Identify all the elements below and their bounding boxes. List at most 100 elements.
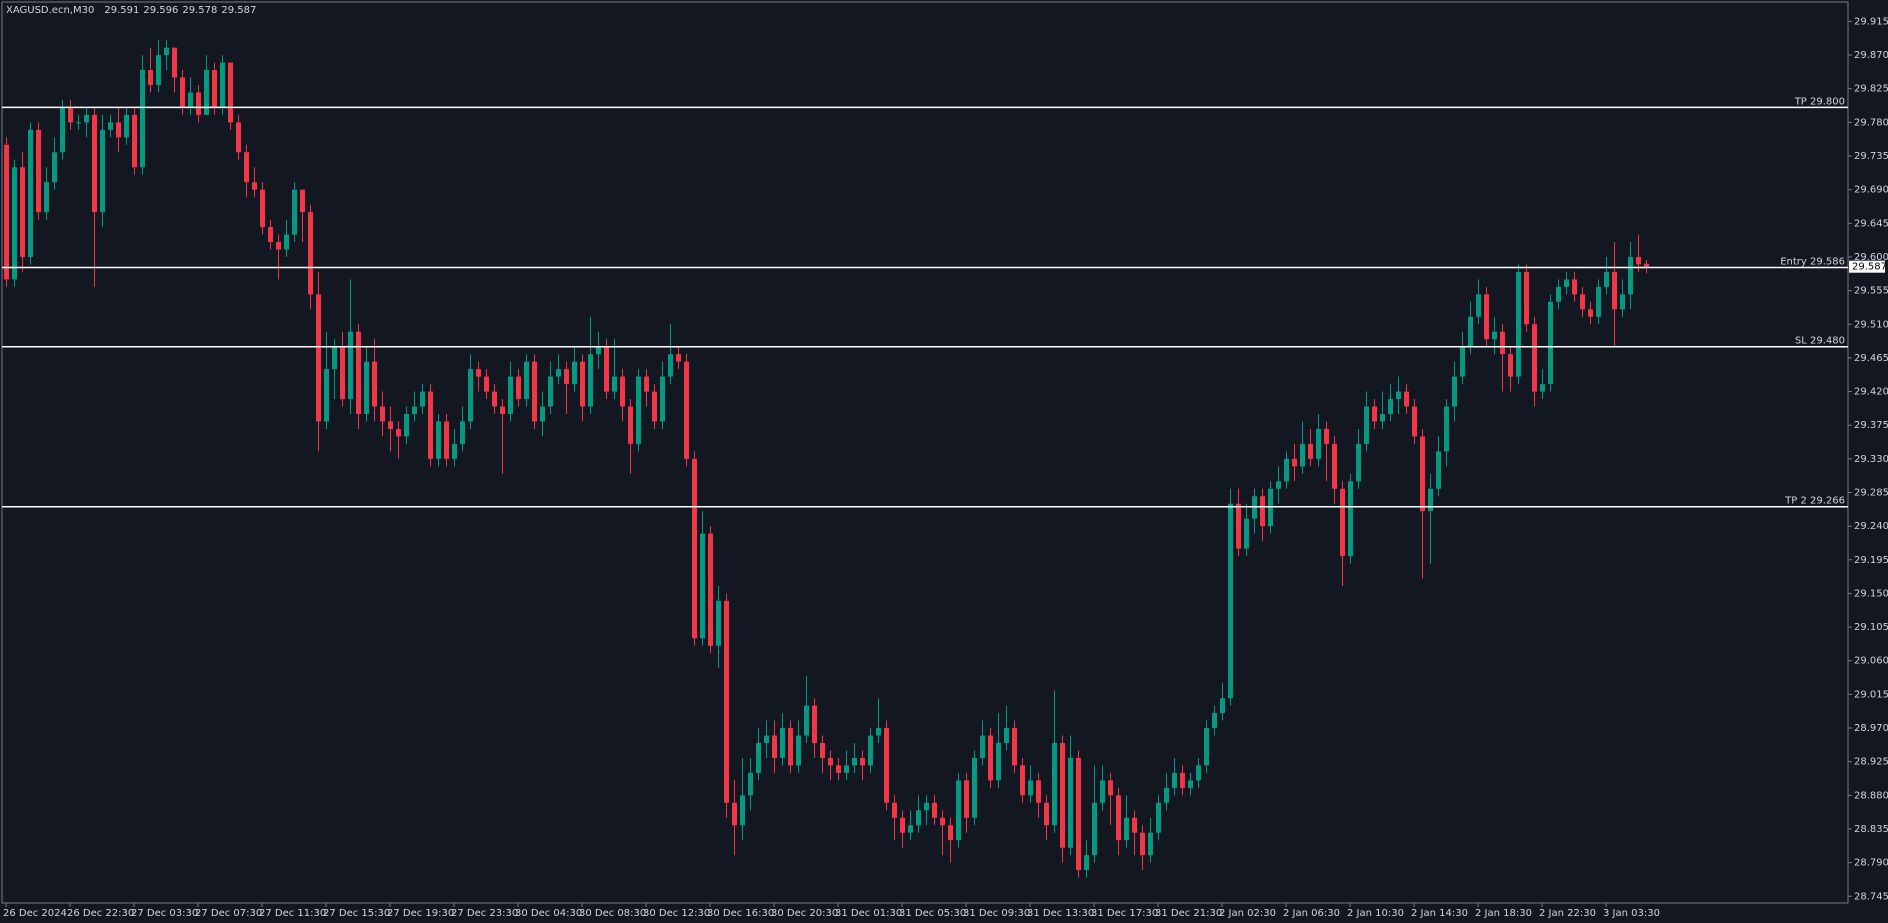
- candle-body: [372, 361, 377, 407]
- candle-body: [612, 376, 617, 392]
- price-tag-label: 29.587: [1852, 262, 1887, 273]
- candle-body: [1156, 802, 1161, 833]
- candle-body: [1228, 503, 1233, 699]
- candle-body: [348, 331, 353, 400]
- y-tick-label: 29.240: [1854, 521, 1888, 532]
- candle-body: [948, 825, 953, 841]
- candle-body: [1020, 765, 1025, 796]
- candle-body: [1596, 286, 1601, 317]
- candle-body: [788, 728, 793, 766]
- y-tick-label: 29.645: [1854, 218, 1888, 229]
- candle-body: [524, 361, 529, 400]
- candle-body: [604, 346, 609, 392]
- candle-body: [572, 361, 577, 385]
- candle-body: [1348, 481, 1353, 557]
- candle-body: [196, 92, 201, 115]
- candle-body: [204, 70, 209, 115]
- candle-body: [452, 443, 457, 459]
- header-low: 29.578: [182, 5, 217, 16]
- candle-body: [44, 182, 49, 213]
- candle-body: [764, 735, 769, 743]
- candle-body: [1308, 443, 1313, 459]
- candle-body: [1572, 279, 1577, 295]
- candle-body: [876, 728, 881, 736]
- candle-body: [1220, 698, 1225, 714]
- candle-body: [812, 705, 817, 743]
- candle-body: [1604, 271, 1609, 287]
- candle-body: [1508, 354, 1513, 377]
- y-tick-label: 29.510: [1854, 319, 1888, 330]
- candle-body: [724, 600, 729, 803]
- candle-body: [108, 122, 113, 130]
- x-tick-label: 27 Dec 07:30: [195, 908, 262, 919]
- candle-body: [836, 765, 841, 773]
- candle-body: [1132, 817, 1137, 833]
- candle-body: [676, 354, 681, 362]
- candle-body: [412, 406, 417, 414]
- candle-body: [484, 376, 489, 392]
- price-tag: [1849, 260, 1885, 273]
- candle-body: [556, 369, 561, 377]
- candle-body: [772, 735, 777, 758]
- candle-body: [1004, 728, 1009, 743]
- level-label: TP 2 29.266: [1784, 496, 1845, 507]
- candle-body: [700, 533, 705, 639]
- y-tick-label: 29.600: [1854, 252, 1888, 263]
- candle-body: [1420, 436, 1425, 512]
- x-tick-label: 30 Dec 20:30: [771, 908, 838, 919]
- level-label: SL 29.480: [1795, 336, 1845, 347]
- header-open: 29.591: [104, 5, 139, 16]
- candle-body: [388, 421, 393, 429]
- candle-body: [1404, 391, 1409, 407]
- candle-body: [1180, 772, 1185, 788]
- candle-body: [708, 533, 713, 646]
- y-tick-label: 29.825: [1854, 84, 1888, 95]
- candle-body: [1412, 406, 1417, 437]
- candle-body: [436, 421, 441, 459]
- candle-body: [1500, 331, 1505, 355]
- y-tick-label: 28.745: [1854, 891, 1888, 902]
- x-tick-label: 27 Dec 03:30: [131, 908, 198, 919]
- y-tick-label: 29.420: [1854, 387, 1888, 398]
- candle-body: [508, 376, 513, 414]
- candle-body: [84, 114, 89, 123]
- y-tick-label: 29.915: [1854, 16, 1888, 27]
- candle-body: [532, 361, 537, 422]
- x-tick-label: 30 Dec 04:30: [515, 908, 582, 919]
- y-tick-label: 29.105: [1854, 622, 1888, 633]
- candle-body: [1644, 263, 1649, 267]
- candle-body: [1300, 443, 1305, 467]
- candle-body: [1396, 391, 1401, 400]
- candle-body: [1524, 271, 1529, 325]
- candle-body: [1100, 780, 1105, 803]
- candle-body: [756, 742, 761, 773]
- x-tick-label: 27 Dec 15:30: [323, 908, 390, 919]
- candle-body: [4, 144, 9, 280]
- candle-body: [1052, 742, 1057, 826]
- candle-body: [180, 77, 185, 108]
- candle-body: [1244, 518, 1249, 549]
- candle-body: [548, 376, 553, 407]
- candle-body: [1036, 780, 1041, 803]
- candle-body: [828, 757, 833, 766]
- candle-body: [1164, 787, 1169, 803]
- candle-body: [1188, 780, 1193, 788]
- candle-body: [1372, 406, 1377, 422]
- candle-body: [1332, 443, 1337, 489]
- candle-body: [1284, 458, 1289, 482]
- plot-frame: [1, 1, 1849, 904]
- y-tick-label: 29.015: [1854, 689, 1888, 700]
- candle-body: [1516, 271, 1521, 377]
- candle-body: [1260, 496, 1265, 527]
- candle-body: [660, 376, 665, 422]
- header-high: 29.596: [143, 5, 178, 16]
- y-tick-label: 29.690: [1854, 185, 1888, 196]
- candle-body: [884, 728, 889, 803]
- candle-body: [28, 129, 33, 257]
- candle-body: [1388, 399, 1393, 414]
- candle-body: [92, 114, 97, 213]
- candle-body: [1636, 256, 1641, 265]
- candle-body: [1484, 294, 1489, 340]
- x-tick-label: 30 Dec 16:30: [707, 908, 774, 919]
